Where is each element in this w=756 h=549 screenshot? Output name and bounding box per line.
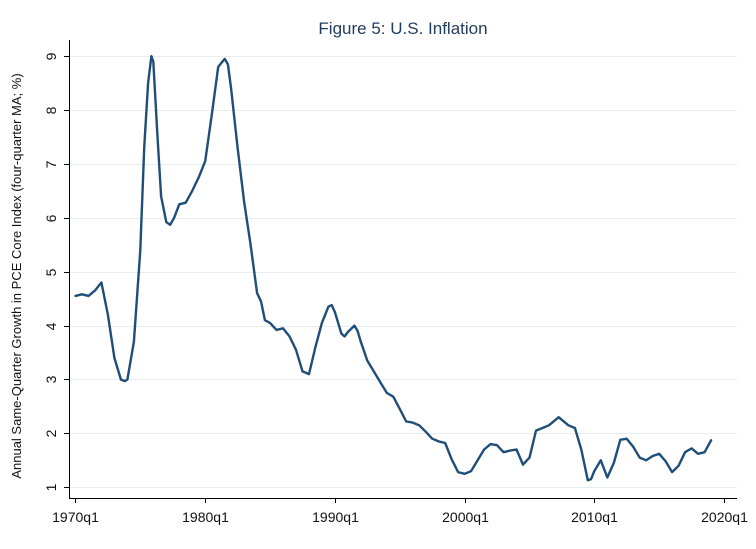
y-tick-label: 4	[43, 322, 59, 330]
x-tick-label: 2010q1	[571, 509, 618, 525]
y-tick-label: 9	[43, 52, 59, 60]
chart-title: Figure 5: U.S. Inflation	[318, 19, 487, 38]
y-tick-label: 6	[43, 214, 59, 222]
y-tick-label: 2	[43, 429, 59, 437]
x-tick-label: 1990q1	[312, 509, 359, 525]
y-tick-label: 1	[43, 483, 59, 491]
axes	[69, 40, 737, 499]
y-tick-label: 7	[43, 160, 59, 168]
x-tick-label: 2000q1	[442, 509, 489, 525]
gridlines	[69, 56, 737, 488]
y-tick-label: 8	[43, 106, 59, 114]
y-axis-label: Annual Same-Quarter Growth in PCE Core I…	[9, 73, 24, 478]
x-tick-label: 1980q1	[182, 509, 229, 525]
y-tick-label: 3	[43, 375, 59, 383]
x-axis-ticks: 1970q1 1980q1 1990q1 2000q1 2010q1 2020q1	[52, 498, 748, 525]
x-tick-label: 1970q1	[52, 509, 99, 525]
x-tick-label: 2020q1	[701, 509, 748, 525]
series-line	[74, 55, 713, 482]
y-tick-label: 5	[43, 268, 59, 276]
y-axis-ticks: 1 2 3 4 5 6 7 8 9	[43, 52, 69, 491]
series-lines	[74, 55, 713, 482]
